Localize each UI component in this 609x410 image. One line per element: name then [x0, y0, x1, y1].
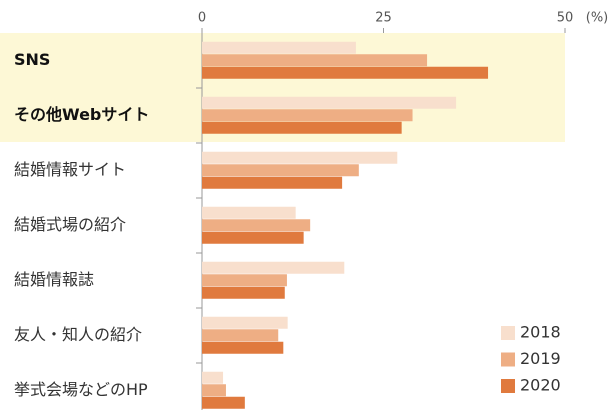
- y-tick-label: 挙式会場などのHP: [14, 380, 148, 399]
- bar: [202, 164, 359, 177]
- bar: [202, 41, 356, 54]
- bar: [202, 121, 402, 134]
- x-tick-label: 25: [375, 11, 392, 26]
- legend-swatch: [501, 379, 515, 393]
- bar: [202, 176, 343, 189]
- y-tick-label: その他Webサイト: [14, 105, 149, 124]
- x-tick-label: 0: [198, 11, 206, 26]
- legend-label: 2018: [520, 323, 561, 342]
- legend-swatch: [501, 326, 515, 340]
- bar: [202, 316, 288, 329]
- bar: [202, 96, 457, 109]
- x-tick-label: 50: [557, 11, 574, 26]
- bar: [202, 261, 345, 274]
- y-tick-label: 友人・知人の紹介: [14, 325, 142, 344]
- bar: [202, 109, 413, 122]
- bar: [202, 274, 287, 287]
- y-tick-label: SNS: [14, 50, 50, 69]
- bar: [202, 371, 224, 384]
- bar: [202, 151, 398, 164]
- bar: [202, 341, 284, 354]
- bar: [202, 329, 279, 342]
- legend-label: 2020: [520, 376, 561, 395]
- legend-label: 2019: [520, 349, 561, 368]
- bar: [202, 54, 428, 67]
- bar: [202, 384, 226, 397]
- bar: [202, 396, 245, 409]
- y-tick-label: 結婚情報誌: [14, 270, 94, 289]
- bar: [202, 286, 285, 299]
- bar: [202, 219, 311, 232]
- bar: [202, 231, 304, 244]
- legend-swatch: [501, 352, 515, 367]
- bar: [202, 66, 489, 79]
- y-tick-label: 結婚情報サイト: [14, 160, 126, 179]
- y-tick-label: 結婚式場の紹介: [14, 215, 126, 234]
- unit-label: (%): [586, 11, 609, 26]
- bar: [202, 206, 296, 219]
